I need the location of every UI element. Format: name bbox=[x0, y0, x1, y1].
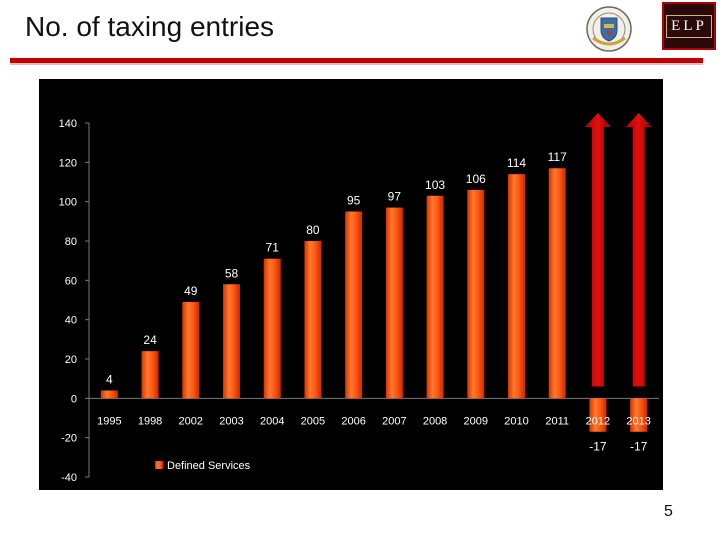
x-tick-label-2010: 2010 bbox=[504, 415, 528, 427]
header-rule bbox=[10, 58, 703, 63]
legend-label: Defined Services bbox=[167, 460, 251, 472]
elp-logo-text: ELP bbox=[666, 14, 712, 38]
data-label-1995: 4 bbox=[106, 372, 113, 386]
data-label-2006: 95 bbox=[347, 194, 361, 208]
page-number: 5 bbox=[664, 503, 673, 520]
y-tick-label: -40 bbox=[61, 472, 77, 484]
legend-swatch bbox=[155, 461, 163, 469]
data-label-2005: 80 bbox=[306, 223, 320, 237]
y-tick-label: 40 bbox=[65, 315, 77, 327]
bar-1998 bbox=[141, 351, 159, 399]
x-tick-label-2011: 2011 bbox=[545, 415, 569, 427]
bar-2007 bbox=[385, 207, 403, 399]
x-tick-label-2005: 2005 bbox=[301, 415, 325, 427]
up-arrow-2013 bbox=[625, 113, 652, 387]
data-label-2002: 49 bbox=[184, 284, 198, 298]
bar-1995 bbox=[100, 390, 118, 399]
data-label-2012: -17 bbox=[589, 439, 607, 453]
bar-2013 bbox=[630, 398, 648, 432]
x-tick-label-2008: 2008 bbox=[423, 415, 447, 427]
x-tick-label-2006: 2006 bbox=[341, 415, 365, 427]
data-label-2007: 97 bbox=[388, 190, 402, 204]
elp-logo: ELP bbox=[662, 2, 716, 50]
data-label-2004: 71 bbox=[266, 241, 280, 255]
x-tick-label-2002: 2002 bbox=[179, 415, 203, 427]
data-label-2008: 103 bbox=[425, 178, 445, 192]
data-label-2011: 117 bbox=[548, 150, 567, 164]
data-label-2003: 58 bbox=[225, 266, 239, 280]
bar-2002 bbox=[182, 301, 200, 399]
y-tick-label: 140 bbox=[59, 118, 77, 130]
up-arrow-2012 bbox=[584, 113, 611, 387]
x-tick-label-1995: 1995 bbox=[97, 415, 121, 427]
x-tick-label-2004: 2004 bbox=[260, 415, 284, 427]
y-tick-label: 80 bbox=[65, 236, 77, 248]
y-tick-label: -20 bbox=[61, 433, 77, 445]
y-tick-label: 0 bbox=[71, 393, 77, 405]
y-tick-label: 60 bbox=[65, 275, 77, 287]
bar-2003 bbox=[223, 284, 240, 399]
bar-2009 bbox=[467, 189, 485, 399]
bar-2006 bbox=[345, 211, 363, 399]
bar-2005 bbox=[304, 241, 322, 399]
bar-2010 bbox=[508, 174, 525, 399]
x-tick-label-2012: 2012 bbox=[586, 415, 610, 427]
x-tick-label-2003: 2003 bbox=[219, 415, 243, 427]
bar-2008 bbox=[426, 195, 444, 399]
y-tick-label: 100 bbox=[59, 197, 77, 209]
bar-chart: 140 120 100 80 60 40 20 0 -20 -40 1995 4 1998 24 2002 4… bbox=[59, 113, 659, 484]
y-tick-label: 20 bbox=[65, 354, 77, 366]
data-label-2010: 114 bbox=[507, 156, 526, 170]
data-label-1998: 24 bbox=[143, 333, 157, 347]
header-rule-shadow bbox=[10, 63, 703, 65]
bar-2012 bbox=[589, 398, 607, 432]
data-label-2013: -17 bbox=[630, 439, 648, 453]
x-tick-label-1998: 1998 bbox=[138, 415, 162, 427]
x-tick-label-2007: 2007 bbox=[382, 415, 406, 427]
bar-2004 bbox=[263, 258, 281, 399]
data-label-2009: 106 bbox=[466, 172, 486, 186]
bar-2011 bbox=[548, 168, 566, 399]
slide-title: No. of taxing entries bbox=[25, 11, 275, 42]
university-seal-icon bbox=[584, 4, 634, 54]
y-tick-label: 120 bbox=[59, 157, 77, 169]
x-tick-label-2013: 2013 bbox=[626, 415, 650, 427]
chart-panel: 140 120 100 80 60 40 20 0 -20 -40 1995 4 1998 24 2002 4… bbox=[39, 79, 663, 490]
x-tick-label-2009: 2009 bbox=[464, 415, 488, 427]
